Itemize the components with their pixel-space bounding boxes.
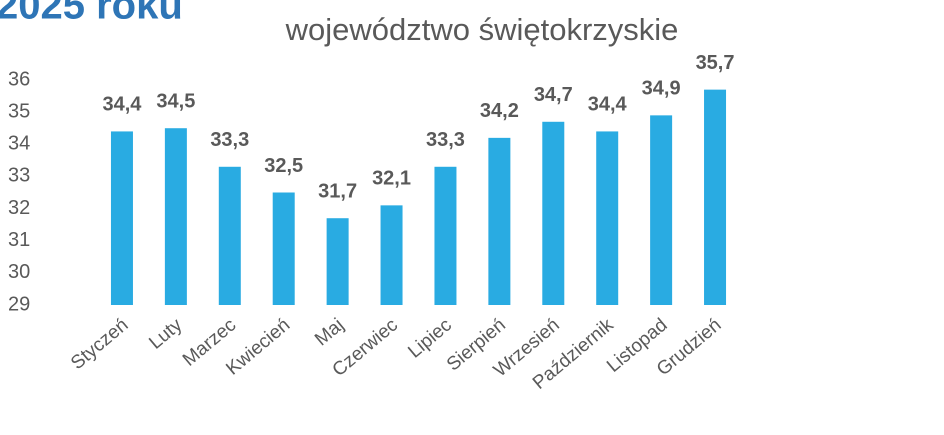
x-tick-label: Maj (311, 315, 348, 351)
bar (596, 131, 619, 305)
y-tick-label: 36 (8, 68, 30, 90)
value-label: 32,1 (372, 168, 411, 190)
bar (164, 128, 187, 305)
bar (326, 218, 349, 305)
bar (434, 166, 457, 305)
x-tick-label: Luty (145, 314, 186, 353)
value-label: 33,3 (210, 129, 249, 151)
value-label: 34,2 (480, 100, 519, 122)
bar (218, 166, 241, 305)
value-label: 35,7 (696, 52, 735, 74)
bar (488, 137, 511, 305)
y-tick-label: 33 (8, 165, 30, 187)
value-label: 32,5 (264, 155, 303, 177)
chart-subtitle: województwo świętokrzyskie (285, 12, 679, 47)
bar (542, 121, 565, 306)
bar (380, 205, 403, 305)
value-label: 34,7 (534, 84, 573, 106)
value-label: 31,7 (318, 180, 357, 202)
bar (650, 115, 673, 305)
value-label: 34,4 (102, 94, 142, 116)
chart-title: 2025 roku (0, 0, 183, 28)
x-tick-label: Styczeń (67, 315, 132, 375)
y-tick-label: 32 (8, 197, 30, 219)
value-label: 34,5 (156, 90, 195, 112)
y-tick-label: 30 (8, 261, 30, 283)
y-tick-label: 29 (8, 293, 30, 315)
value-label: 34,9 (642, 78, 681, 100)
y-tick-label: 35 (8, 100, 30, 122)
bar (272, 192, 295, 305)
y-tick-label: 31 (8, 229, 30, 251)
bar (704, 89, 727, 306)
y-tick-label: 34 (8, 133, 30, 155)
bar (110, 131, 133, 305)
value-label: 34,4 (588, 94, 628, 116)
value-label: 33,3 (426, 129, 465, 151)
